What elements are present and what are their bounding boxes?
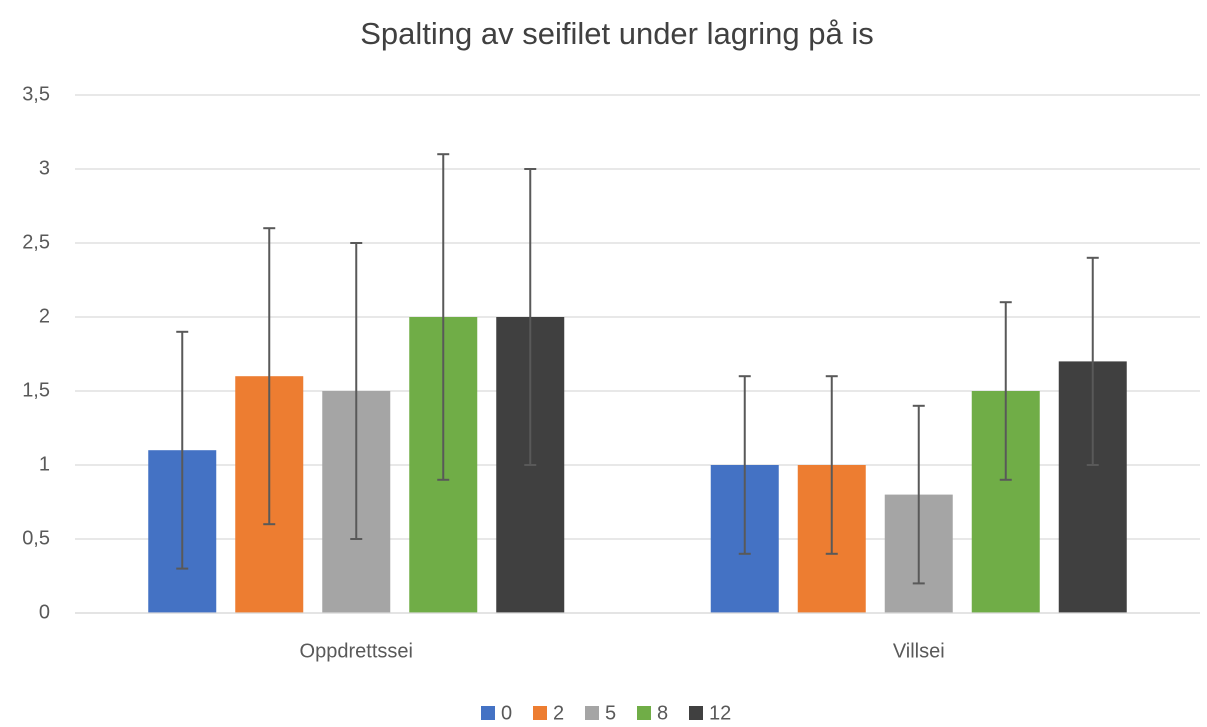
legend-label: 8 <box>657 702 668 724</box>
y-tick-label: 3,5 <box>22 83 50 105</box>
x-tick-label: Oppdrettssei <box>300 640 413 662</box>
legend-label: 0 <box>501 702 512 724</box>
y-tick-label: 2 <box>39 305 50 327</box>
error-bar <box>437 153 450 481</box>
legend-swatch <box>585 706 599 720</box>
legend-label: 2 <box>553 702 564 724</box>
error-bar <box>263 227 276 526</box>
error-bar <box>176 330 189 570</box>
y-tick-label: 0,5 <box>22 527 50 549</box>
error-bar <box>350 242 363 540</box>
error-bar <box>738 375 751 555</box>
error-bar <box>1086 256 1099 466</box>
y-tick-label: 2,5 <box>22 231 50 253</box>
y-tick-label: 0 <box>39 601 50 623</box>
error-bar <box>524 168 537 466</box>
legend-label: 5 <box>605 702 616 724</box>
error-bar <box>825 375 838 555</box>
legend-swatch <box>533 706 547 720</box>
y-tick-label: 1 <box>39 453 50 475</box>
legend-swatch <box>481 706 495 720</box>
y-tick-label: 3 <box>39 157 50 179</box>
x-tick-label: Villsei <box>893 640 945 662</box>
legend-swatch <box>689 706 703 720</box>
error-bar <box>912 404 925 585</box>
legend-label: 12 <box>709 702 731 724</box>
error-bar <box>999 301 1012 481</box>
chart-title: Spalting av seifilet under lagring på is <box>360 16 874 51</box>
y-tick-label: 1,5 <box>22 379 50 401</box>
legend-swatch <box>637 706 651 720</box>
